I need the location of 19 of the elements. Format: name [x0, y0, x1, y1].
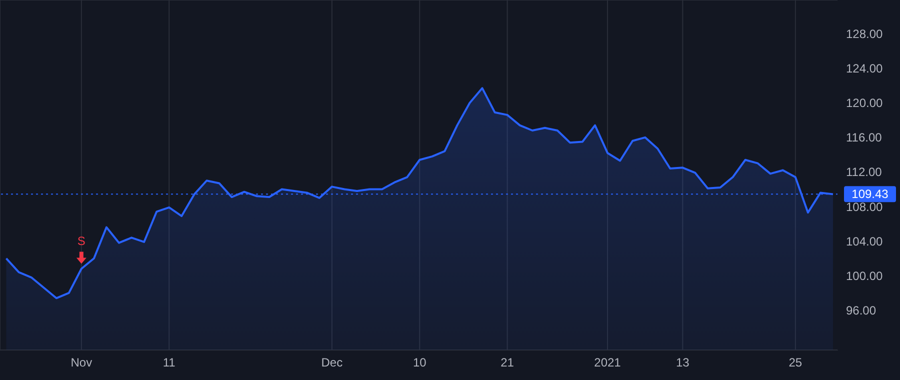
y-tick-label: 120.00: [846, 96, 884, 110]
annotation: S: [77, 234, 86, 248]
y-tick-label: 96.00: [846, 304, 876, 318]
x-tick-label: 10: [412, 356, 427, 370]
x-tick-label: 13: [676, 356, 690, 370]
y-tick-label: 108.00: [846, 200, 884, 214]
x-tick-label: 2021: [594, 356, 622, 370]
y-tick-label: 116.00: [846, 130, 882, 145]
y-tick-label: 112.00: [846, 165, 882, 180]
y-tick-label: 100.00: [846, 268, 884, 283]
ref-line-label: 109.43: [852, 187, 889, 202]
x-tick-label: 11: [162, 356, 176, 370]
y-tick-label: 124.00: [846, 62, 884, 76]
x-tick-label: Nov: [70, 356, 92, 370]
y-tick-label: 104.00: [846, 234, 884, 248]
x-tick-label: 21: [500, 356, 514, 370]
y-tick-label: 128.00: [846, 26, 884, 41]
x-tick-label: 25: [788, 356, 802, 370]
x-tick-label: Dec: [321, 356, 343, 370]
